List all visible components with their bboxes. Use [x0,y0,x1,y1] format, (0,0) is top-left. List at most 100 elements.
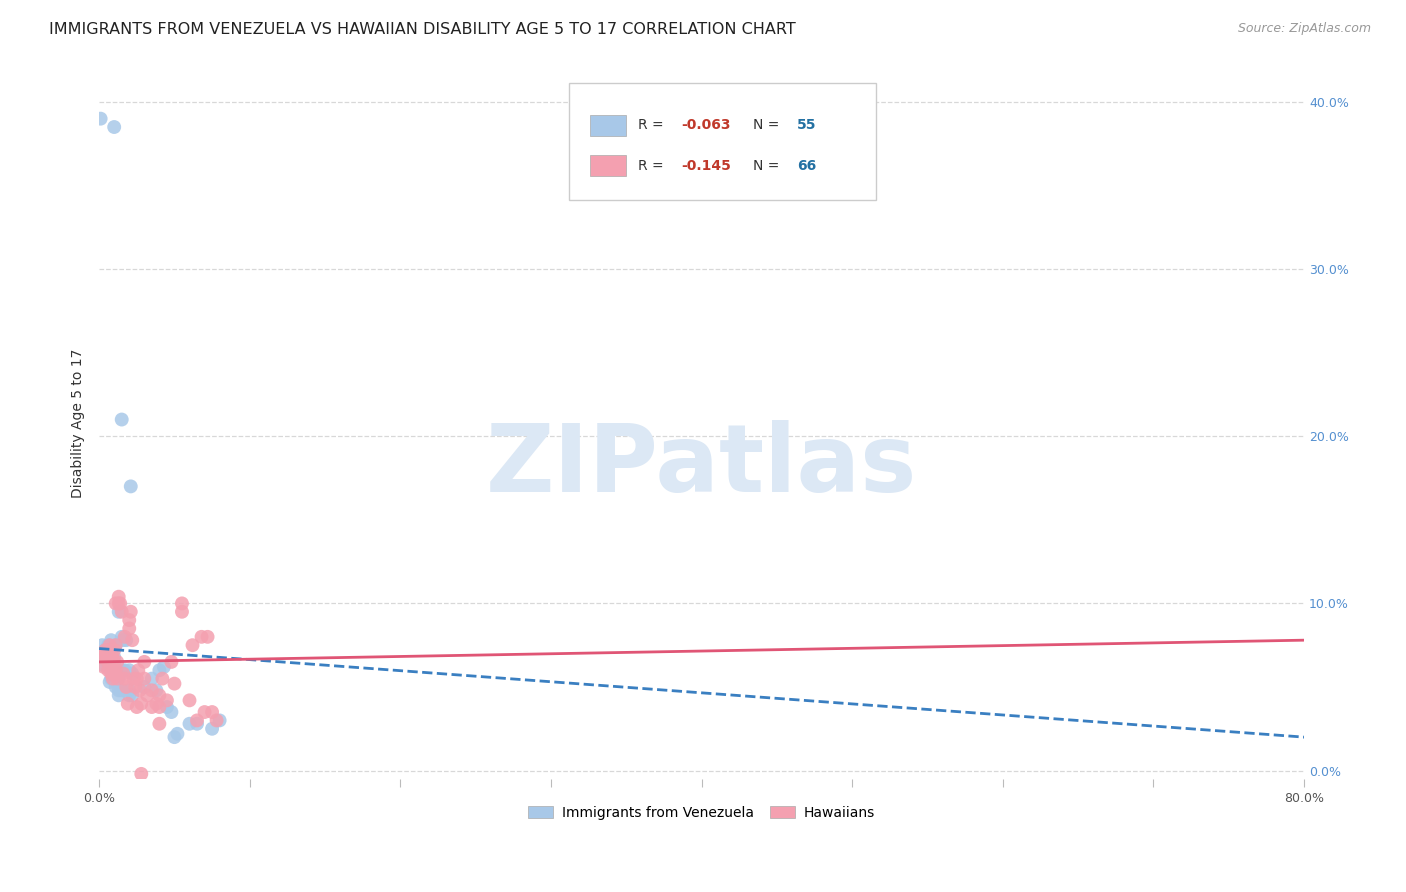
Point [186,716,208,731]
Point [118,663,141,677]
Point [96,653,118,667]
Point [118,689,141,703]
Point [118,613,141,627]
Point [141,683,163,698]
Point [115,680,138,694]
Text: -0.145: -0.145 [681,159,731,173]
Point [127,663,149,677]
Point [93,658,115,673]
Point [104,680,127,694]
Point [201,722,224,736]
Point [190,630,212,644]
Point [150,672,173,686]
Point [136,689,159,703]
Point [104,638,127,652]
Point [98,638,121,652]
Point [110,596,132,610]
Point [141,700,163,714]
Point [96,647,118,661]
Point [100,666,122,681]
Point [129,697,152,711]
Text: N =: N = [754,119,785,132]
Point [115,633,138,648]
Point [98,649,121,664]
Y-axis label: Disability Age 5 to 17: Disability Age 5 to 17 [72,349,86,499]
Point [101,672,124,686]
Point [100,655,122,669]
Point [121,666,143,681]
Point [118,683,141,698]
Point [107,683,129,698]
Point [128,683,150,698]
Point [160,655,183,669]
Point [90,112,112,126]
Point [91,638,114,652]
Point [93,649,115,664]
Point [145,683,167,698]
Point [118,622,141,636]
Point [163,730,186,744]
Point [114,663,136,677]
Point [101,658,124,673]
Point [107,590,129,604]
Point [153,660,176,674]
Point [101,649,124,664]
Point [104,638,127,652]
Point [125,672,148,686]
Point [111,630,134,644]
Point [101,666,124,681]
Point [124,680,146,694]
Point [112,633,135,648]
Point [181,638,204,652]
Point [98,655,121,669]
Point [96,655,118,669]
Point [107,672,129,686]
Point [186,714,208,728]
Point [103,666,125,681]
Point [105,672,128,686]
Point [114,672,136,686]
Point [105,655,128,669]
Text: IMMIGRANTS FROM VENEZUELA VS HAWAIIAN DISABILITY AGE 5 TO 17 CORRELATION CHART: IMMIGRANTS FROM VENEZUELA VS HAWAIIAN DI… [49,22,796,37]
Point [197,630,219,644]
Point [98,643,121,657]
Point [114,630,136,644]
FancyBboxPatch shape [569,83,876,200]
Point [111,412,134,426]
Bar [589,115,626,136]
Point [103,120,125,134]
Text: Source: ZipAtlas.com: Source: ZipAtlas.com [1237,22,1371,36]
Point [93,660,115,674]
Point [107,596,129,610]
Point [107,605,129,619]
Point [122,672,145,686]
Point [105,663,128,677]
Point [121,689,143,703]
Point [103,672,125,686]
Point [111,683,134,698]
Bar [589,155,626,177]
Point [141,672,163,686]
Point [104,596,127,610]
Point [148,663,170,677]
Point [94,643,117,657]
Point [134,672,156,686]
Point [170,596,193,610]
Point [156,700,179,714]
Point [160,705,183,719]
Point [111,605,134,619]
Point [134,655,156,669]
Point [148,716,170,731]
Point [93,647,115,661]
Point [208,714,231,728]
Point [121,633,143,648]
Point [103,655,125,669]
Legend: Immigrants from Venezuela, Hawaiians: Immigrants from Venezuela, Hawaiians [523,800,880,825]
Point [125,700,148,714]
Point [134,680,156,694]
Point [145,697,167,711]
Point [111,663,134,677]
Point [104,663,127,677]
Point [97,660,120,674]
Point [97,643,120,657]
